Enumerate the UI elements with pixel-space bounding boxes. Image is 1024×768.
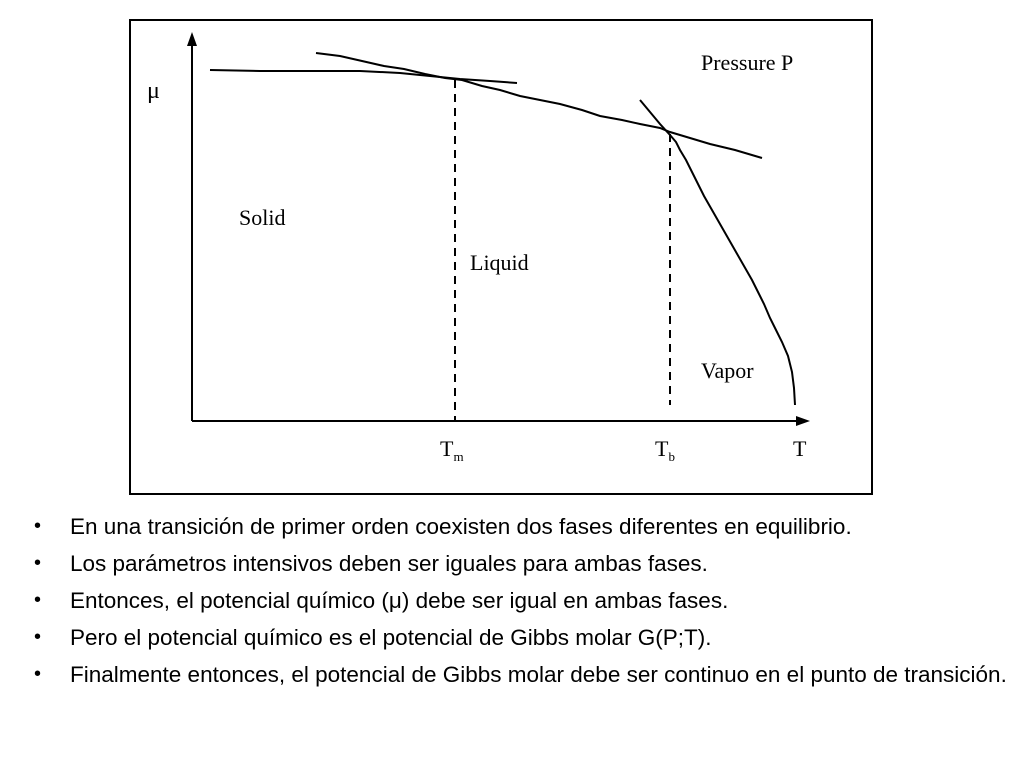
bullet-text: Finalmente entonces, el potencial de Gib… xyxy=(70,662,1007,687)
bullet-dot: • xyxy=(34,515,42,537)
bullet-text: Pero el potencial químico es el potencia… xyxy=(70,625,712,650)
bullet-item: • En una transición de primer orden coexi… xyxy=(34,515,1009,538)
bullet-item: • Finalmente entonces, el potencial de Gi… xyxy=(34,663,1009,686)
vapor-curve xyxy=(639,99,796,406)
vapor-label: Vapor xyxy=(701,358,754,383)
y-axis-arrow xyxy=(187,32,197,46)
bullet-dot: • xyxy=(34,626,42,648)
bullet-item: • Los parámetros intensivos deben ser igu… xyxy=(34,552,1009,575)
tb-sub: b xyxy=(668,449,675,464)
bullet-text: Entonces, el potencial químico (μ) debe … xyxy=(70,588,729,613)
bullet-list: • En una transición de primer orden coexi… xyxy=(34,515,1009,700)
bullet-dot: • xyxy=(34,589,42,611)
diagram-frame xyxy=(129,19,873,495)
tm-sub: m xyxy=(453,449,463,464)
liquid-label: Liquid xyxy=(470,250,529,275)
solid-curve xyxy=(209,69,518,84)
liquid-curve xyxy=(315,52,763,159)
bullet-item: • Entonces, el potencial químico (μ) debe… xyxy=(34,589,1009,612)
x-axis-label: T xyxy=(793,436,807,461)
solid-label: Solid xyxy=(239,205,285,230)
pressure-label: Pressure P xyxy=(701,50,793,75)
tm-main: T xyxy=(440,436,454,461)
tm-tick-label: Tm xyxy=(440,436,464,464)
tb-tick-label: Tb xyxy=(655,436,675,464)
bullet-text: En una transición de primer orden coexis… xyxy=(70,514,852,539)
tb-main: T xyxy=(655,436,669,461)
bullet-dot: • xyxy=(34,663,42,685)
y-axis-label: μ xyxy=(147,78,160,104)
x-axis-arrow xyxy=(796,416,810,426)
bullet-item: • Pero el potencial químico es el potenci… xyxy=(34,626,1009,649)
bullet-dot: • xyxy=(34,552,42,574)
phase-diagram: μ Pressure P Solid Liquid Vapor Tm Tb T xyxy=(129,19,873,495)
bullet-text: Los parámetros intensivos deben ser igua… xyxy=(70,551,708,576)
